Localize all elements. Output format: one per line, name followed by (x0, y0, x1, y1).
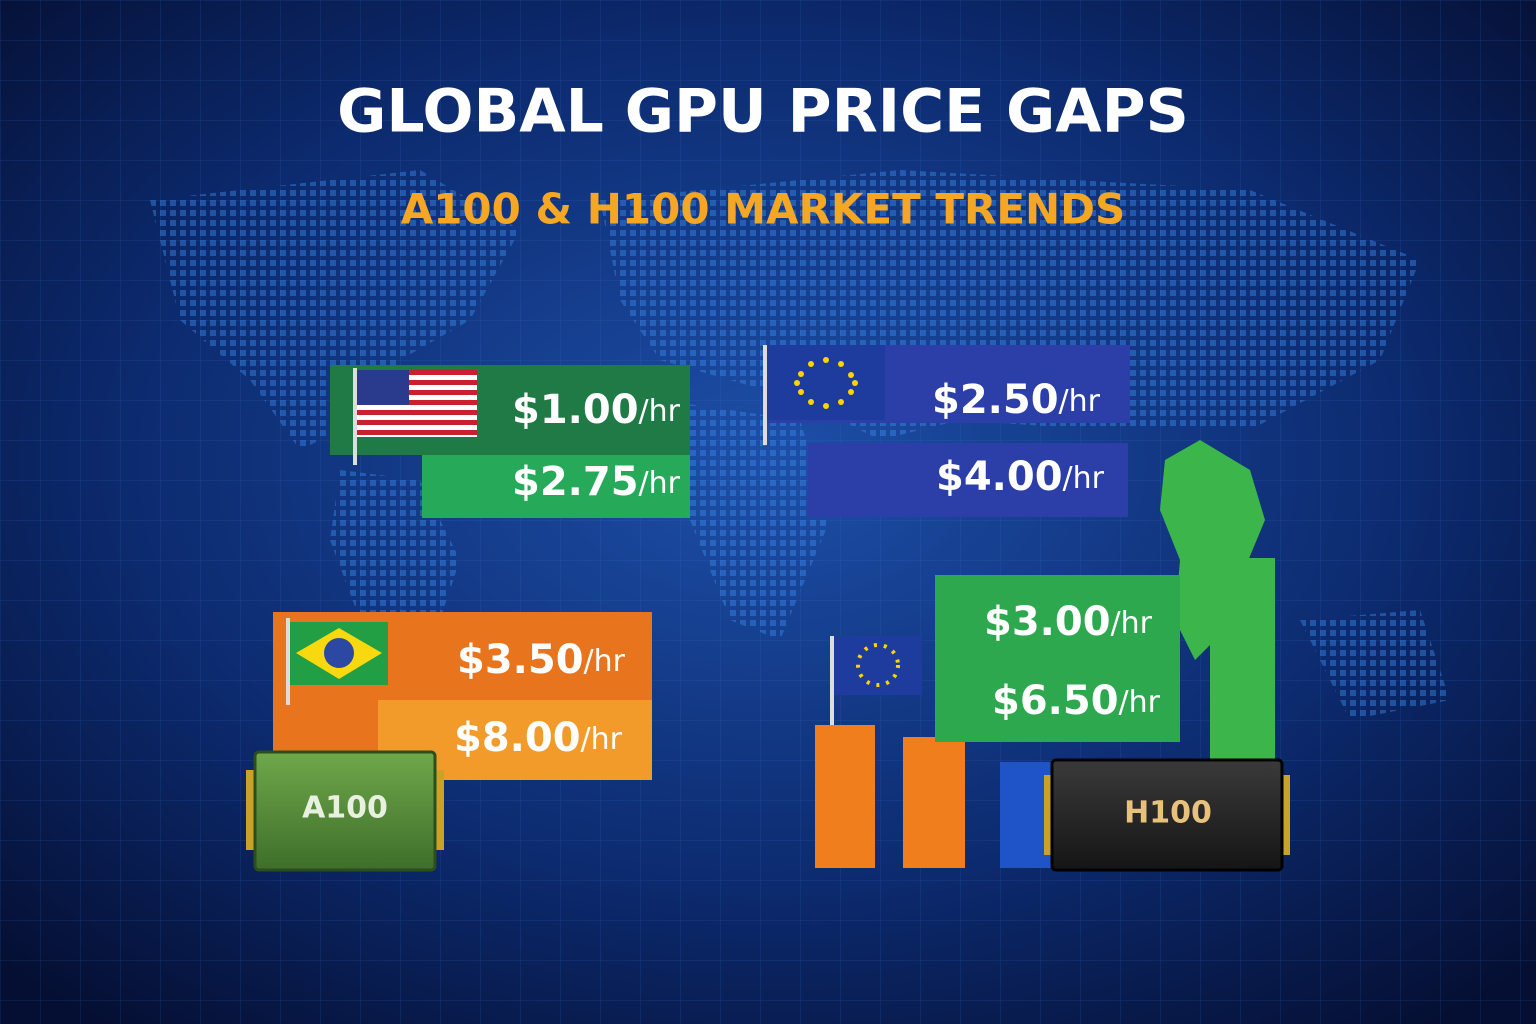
price-unit: /hr (1111, 606, 1153, 641)
bar-decoration (903, 737, 965, 868)
chip-a100: A100 (246, 750, 444, 872)
price-value: $2.50 (932, 377, 1059, 423)
price-unit: /hr (1063, 461, 1105, 496)
price-value: $3.00 (984, 599, 1111, 645)
price-unit: /hr (1059, 384, 1101, 419)
south-america (1160, 440, 1265, 660)
price: $1.00/hr (512, 387, 681, 433)
price-unit: /hr (584, 644, 626, 679)
price: $6.50/hr (992, 678, 1161, 724)
subtitle: A100 & H100 MARKET TRENDS (401, 185, 1126, 234)
flag-eu-small (830, 636, 922, 725)
price: $8.00/hr (454, 715, 623, 761)
price-unit: /hr (581, 722, 623, 757)
flag-brazil (290, 622, 388, 685)
card-eu: $2.50/hr $4.00/hr (763, 345, 1130, 517)
chip-label: H100 (1124, 796, 1212, 831)
chip-h100: H100 (1044, 758, 1290, 872)
price-value: $6.50 (992, 678, 1119, 724)
price-value: $4.00 (936, 454, 1063, 500)
chip-label: A100 (302, 791, 388, 826)
flag-eu (767, 345, 885, 420)
price: $3.50/hr (457, 637, 626, 683)
price-unit: /hr (639, 394, 681, 429)
price: $2.50/hr (932, 377, 1101, 423)
card-green: $3.00/hr $6.50/hr (935, 575, 1180, 742)
price-unit: /hr (639, 466, 681, 501)
title: GLOBAL GPU PRICE GAPS (337, 77, 1189, 147)
price: $2.75/hr (512, 459, 681, 505)
bar-decoration (815, 725, 875, 868)
price-value: $8.00 (454, 715, 581, 761)
price: $4.00/hr (936, 454, 1105, 500)
flag-us (357, 370, 477, 437)
price-value: $3.50 (457, 637, 584, 683)
price-value: $2.75 (512, 459, 639, 505)
price-unit: /hr (1119, 685, 1161, 720)
card-us: $1.00/hr $2.75/hr (330, 365, 690, 518)
price: $3.00/hr (984, 599, 1153, 645)
price-value: $1.00 (512, 387, 639, 433)
bar-decoration (1000, 762, 1052, 868)
bar-decoration (1210, 558, 1275, 760)
